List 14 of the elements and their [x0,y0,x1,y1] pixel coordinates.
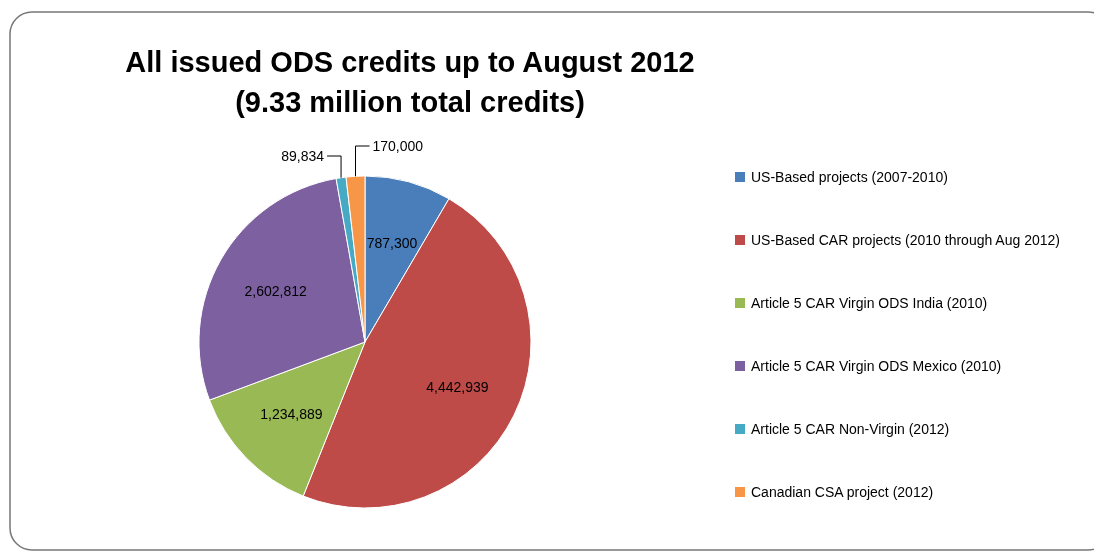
chart-subtitle: (9.33 million total credits) [235,86,585,118]
legend-label: US-Based projects (2007-2010) [751,169,948,185]
legend-label: US-Based CAR projects (2010 through Aug 2012) [751,232,1060,248]
data-label: 787,300 [366,234,418,251]
legend-label: Article 5 CAR Virgin ODS Mexico (2010) [751,358,1002,374]
data-label: 1,234,889 [260,405,323,422]
data-label: 89,834 [281,148,325,164]
chart-title: All issued ODS credits up to August 2012 [125,46,695,78]
legend-label: Article 5 CAR Non-Virgin (2012) [751,421,950,437]
data-label: 2,602,812 [244,282,307,299]
legend-label: Canadian CSA project (2012) [751,484,934,500]
legend-label: Article 5 CAR Virgin ODS India (2010) [751,295,988,311]
data-label: 4,442,939 [426,379,489,396]
data-label: 170,000 [372,138,424,154]
